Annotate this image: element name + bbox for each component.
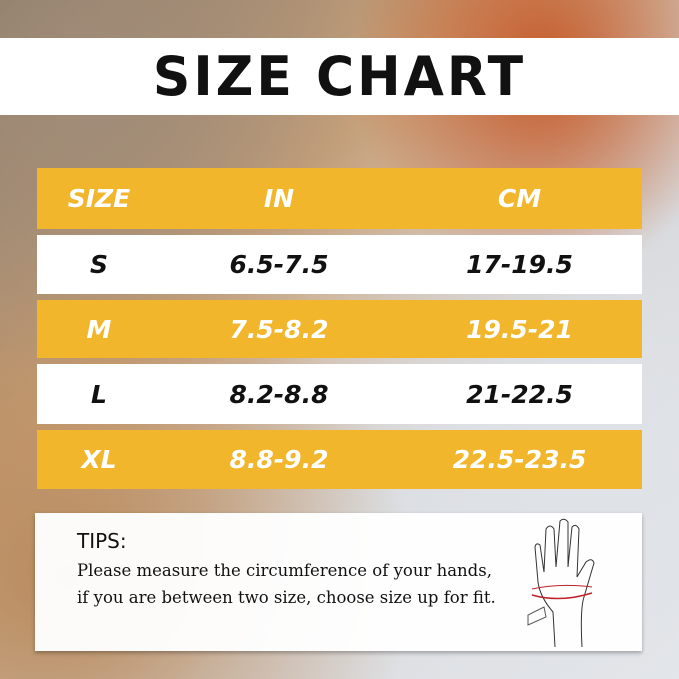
cell-cm: 21-22.5	[466, 379, 573, 409]
cell-in: 8.2-8.8	[229, 379, 329, 409]
cell-in: 6.5-7.5	[229, 250, 329, 279]
table-row: S 6.5-7.5 17-19.5	[37, 235, 642, 294]
header-in: IN	[263, 184, 295, 213]
tips-text: Please measure the circumference of your…	[77, 561, 496, 607]
header-size: SIZE	[67, 184, 131, 213]
tips-box: TIPS: Please measure the circumference o…	[35, 513, 642, 651]
cell-size: L	[91, 379, 107, 409]
cell-size: M	[86, 314, 112, 344]
cell-cm: 22.5-23.5	[452, 445, 587, 474]
cell-size: XL	[81, 445, 117, 474]
cell-size: S	[89, 250, 108, 279]
cell-cm: 17-19.5	[466, 250, 573, 279]
cell-in: 8.8-9.2	[229, 445, 329, 474]
header-cm: CM	[497, 184, 542, 213]
table-row: M 7.5-8.2 19.5-21	[37, 300, 642, 358]
cell-in: 7.5-8.2	[229, 314, 329, 344]
table-row: XL 8.8-9.2 22.5-23.5	[37, 430, 642, 489]
hand-measure-icon	[527, 518, 595, 648]
page-title: SIZE CHART	[152, 45, 527, 108]
title-band: SIZE CHART	[0, 38, 679, 115]
cell-cm: 19.5-21	[466, 314, 573, 344]
table-row: L 8.2-8.8 21-22.5	[37, 364, 642, 424]
tips-title: TIPS:	[77, 529, 127, 553]
table-header: SIZE IN CM	[37, 168, 642, 229]
